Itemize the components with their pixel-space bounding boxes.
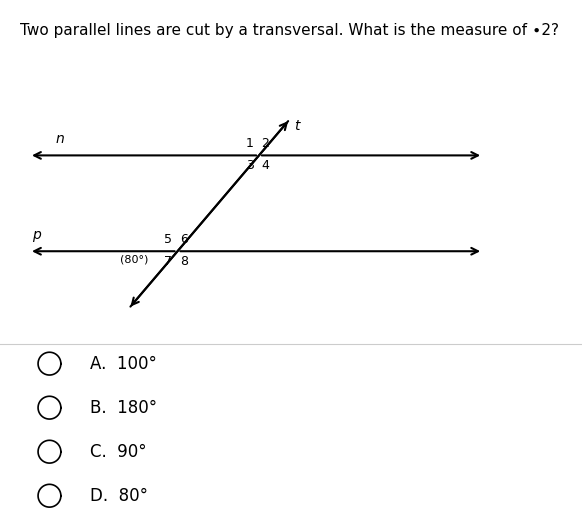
Text: t: t	[294, 119, 300, 133]
Text: 5: 5	[164, 233, 172, 246]
Text: 4: 4	[261, 159, 269, 172]
Text: 1: 1	[246, 137, 254, 150]
Text: D.  80°: D. 80°	[90, 487, 148, 505]
Text: n: n	[55, 132, 64, 146]
Text: B.  180°: B. 180°	[90, 399, 157, 416]
Text: 7: 7	[164, 255, 172, 268]
Text: (80°): (80°)	[120, 255, 148, 265]
Text: C.  90°: C. 90°	[90, 443, 147, 461]
Text: 6: 6	[180, 233, 188, 246]
Text: Two parallel lines are cut by a transversal. What is the measure of ∙2?: Two parallel lines are cut by a transver…	[20, 23, 559, 38]
Text: 3: 3	[246, 159, 254, 172]
Text: p: p	[32, 228, 41, 242]
Text: A.  100°: A. 100°	[90, 355, 157, 372]
Text: 8: 8	[180, 255, 188, 268]
Text: 2: 2	[261, 137, 269, 150]
